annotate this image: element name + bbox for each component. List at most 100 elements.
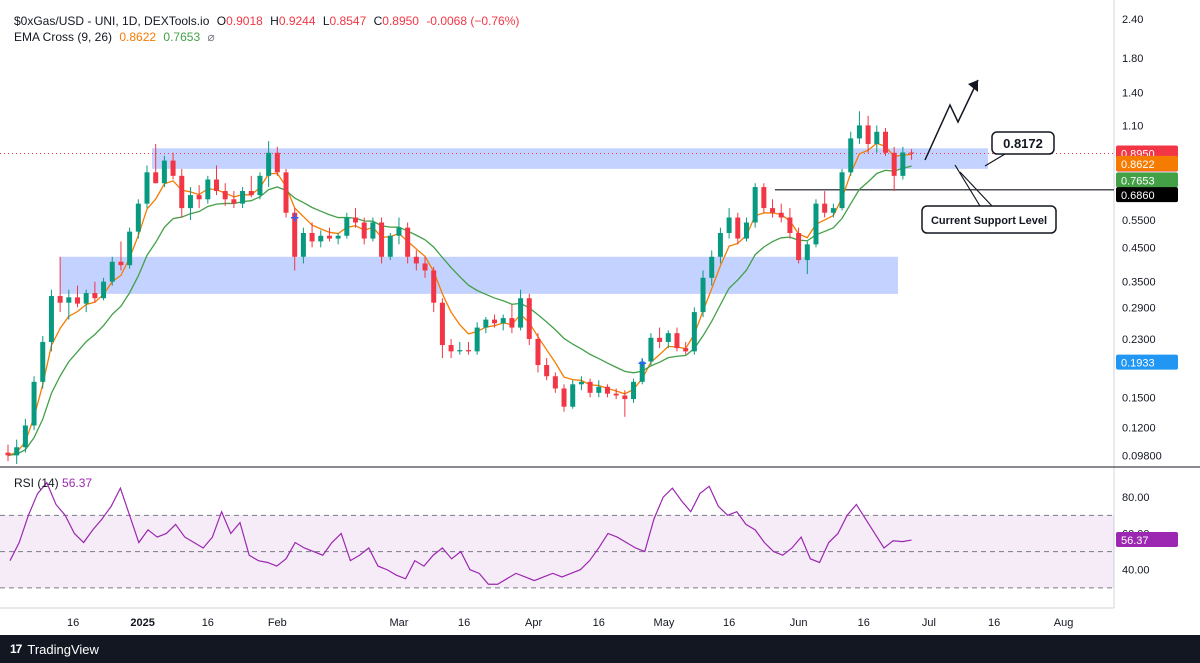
candle [743, 217, 749, 242]
candle-body [474, 327, 480, 352]
candle-body [709, 256, 715, 278]
candle [596, 380, 602, 398]
candle-body [66, 297, 72, 303]
candle [535, 333, 541, 373]
support-callout-text: Current Support Level [931, 215, 1047, 227]
candle [796, 227, 802, 264]
candle-body [292, 212, 298, 257]
candle [631, 378, 637, 403]
rsi-legend[interactable]: RSI (14) 56.37 [14, 476, 92, 490]
candle-body [127, 231, 133, 266]
candle-body [561, 388, 567, 407]
candle-body [874, 131, 880, 144]
candle [778, 203, 784, 223]
candle-body [266, 152, 272, 176]
time-axis-label: 16 [67, 617, 79, 629]
candle [205, 175, 211, 204]
candle [709, 250, 715, 286]
candle [804, 241, 810, 275]
candle [283, 168, 289, 218]
candle [839, 168, 845, 211]
candle-body [587, 381, 593, 393]
candle [14, 439, 20, 465]
candle [370, 217, 376, 242]
rsi-band [0, 514, 1114, 589]
time-axis-label: 16 [988, 617, 1000, 629]
candle [465, 341, 471, 355]
time-axis-label: Apr [525, 617, 542, 629]
candle-body [92, 293, 98, 299]
candle-body [240, 191, 246, 204]
candle-body [596, 386, 602, 393]
candle-body [683, 348, 689, 352]
rsi-current-tag-bg [1116, 532, 1178, 548]
time-axis-label: Jul [922, 617, 936, 629]
candle [361, 217, 367, 245]
candle-body [518, 298, 524, 328]
candle-body [752, 187, 758, 223]
candle [813, 199, 819, 248]
time-axis-label: Feb [268, 617, 287, 629]
candle-body [135, 203, 141, 232]
time-axis-label: 2025 [130, 617, 154, 629]
candle-body [544, 365, 550, 377]
candle [118, 241, 124, 271]
tradingview-logo-icon[interactable]: 17 [10, 642, 22, 656]
candle [518, 289, 524, 331]
candle [439, 298, 445, 359]
candle-body [865, 125, 871, 144]
ema-fast-line [7, 142, 912, 456]
price-axis-tick: 1.10 [1122, 120, 1143, 132]
price-axis-tick: 0.2900 [1122, 302, 1156, 314]
candle-body [31, 381, 37, 426]
candle-body [700, 277, 706, 313]
candle-body [691, 312, 697, 352]
ema-fast-value: 0.8622 [119, 30, 157, 44]
chart-legend-ema[interactable]: EMA Cross (9, 26) 0.8622 0.7653 ⌀ [14, 30, 219, 44]
candle-body [83, 293, 89, 304]
candle [856, 111, 862, 144]
candle [127, 227, 133, 269]
candle-body [492, 319, 498, 324]
ema-slow-tag: 0.7653 [1116, 172, 1178, 188]
candle [292, 208, 298, 271]
candle [509, 304, 515, 334]
eye-hidden-icon[interactable]: ⌀ [207, 30, 215, 44]
brand-name[interactable]: TradingView [27, 641, 99, 657]
open-label: O [216, 14, 227, 28]
candle-body [283, 172, 289, 213]
rsi-value: 56.37 [62, 476, 93, 490]
ema-cross-marker: + [637, 356, 647, 370]
candle [66, 289, 72, 320]
ema-slow-value: 0.7653 [163, 30, 201, 44]
candle [691, 307, 697, 355]
candle-body [804, 244, 810, 261]
candle-body [361, 222, 367, 239]
candle-body [665, 333, 671, 342]
candle [865, 115, 871, 153]
candle-body [856, 125, 862, 139]
candle-body [274, 152, 280, 173]
candle [909, 149, 915, 160]
candle-body [387, 235, 393, 257]
candle [240, 187, 246, 209]
candle [874, 125, 880, 153]
candle-body [222, 191, 228, 200]
level-callout-text: 0.8172 [1003, 136, 1043, 151]
candle-body [335, 235, 341, 239]
time-axis-label: 16 [202, 617, 214, 629]
candle-body [448, 345, 454, 352]
ema-cross-marker: + [290, 211, 300, 225]
candle [717, 227, 723, 264]
price-axis-tick: 0.4500 [1122, 242, 1156, 254]
price-axis-tick: 0.5500 [1122, 215, 1156, 227]
price-tags: 0.8950+478.39%0.86220.76530.68600.193356… [1116, 145, 1178, 548]
candle [309, 222, 315, 248]
candle-body [144, 172, 150, 204]
candle-body [500, 318, 506, 324]
candle [92, 281, 98, 303]
candle [335, 232, 341, 245]
candle-body [14, 447, 20, 456]
level-tag: 0.6860 [1116, 187, 1178, 203]
